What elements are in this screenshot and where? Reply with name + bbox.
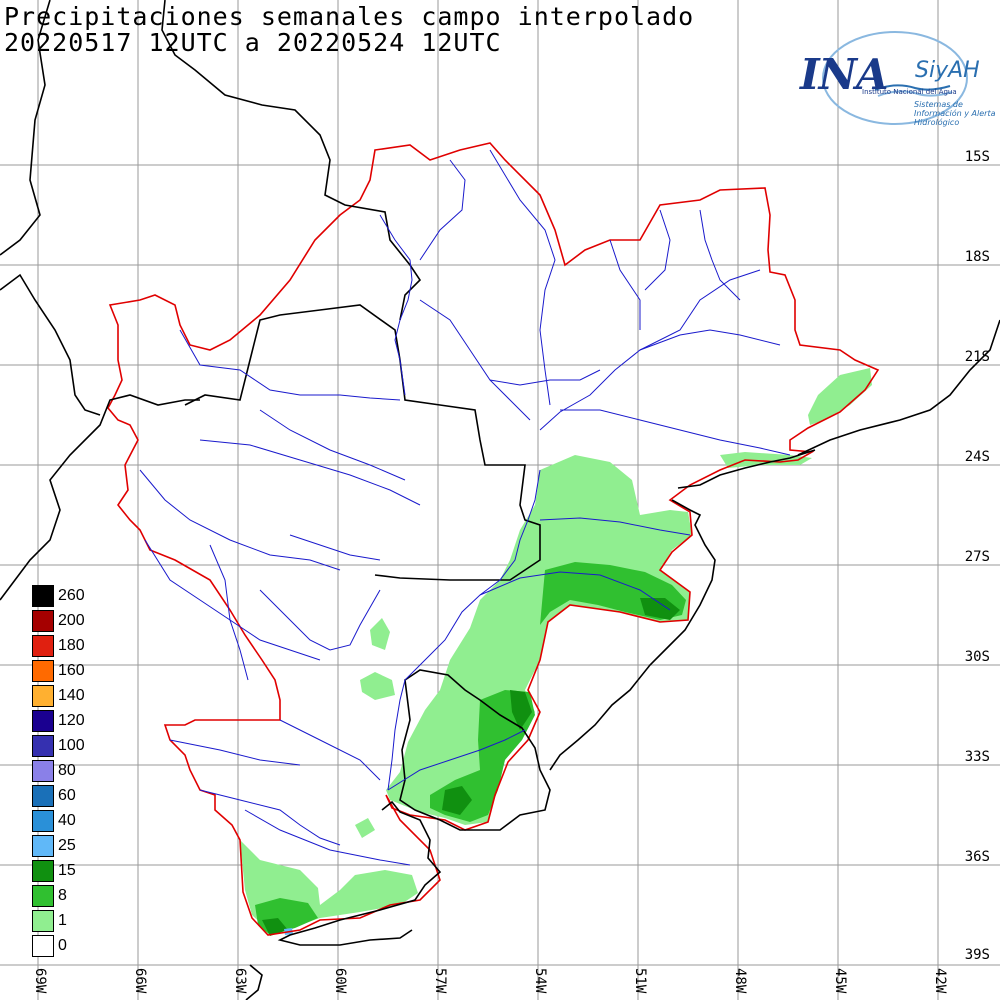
legend-label: 8 [58,887,67,904]
lat-label-21s: 21S [964,349,990,365]
legend-label: 200 [58,612,85,629]
legend-swatch [32,685,54,707]
legend-swatch [32,785,54,807]
lat-label-30s: 30S [964,649,990,665]
legend-swatch [32,610,54,632]
lon-label-45w: 45W [832,968,848,994]
legend-swatch [32,810,54,832]
logo-subtitle-institute: Instituto Nacional del Agua [862,88,957,96]
lon-label-63w: 63W [232,968,248,994]
legend-label: 140 [58,687,85,704]
legend-label: 100 [58,737,85,754]
legend-label: 25 [58,837,76,854]
lon-label-48w: 48W [732,968,748,994]
logo-siyah-text: SiyAH [915,58,980,83]
legend-label: 40 [58,812,76,829]
map-title-line2: 20220517 12UTC a 20220524 12UTC [4,28,502,57]
lon-label-51w: 51W [632,968,648,994]
logo-swoosh-icon [822,31,968,125]
lat-label-24s: 24S [964,449,990,465]
legend-label: 120 [58,712,85,729]
lat-label-27s: 27S [964,549,990,565]
lon-label-54w: 54W [532,968,548,994]
legend-label: 60 [58,787,76,804]
legend-swatch [32,835,54,857]
lat-label-33s: 33S [964,749,990,765]
legend-swatch [32,910,54,932]
legend-label: 160 [58,662,85,679]
lat-label-18s: 18S [964,249,990,265]
lon-label-42w: 42W [932,968,948,994]
legend-swatch [32,760,54,782]
legend-swatch [32,585,54,607]
logo-ina-text: INA [800,50,889,99]
legend-label: 260 [58,587,85,604]
legend-swatch [32,735,54,757]
logo-subtitle-system: Sistemas de Información y Alerta Hidroló… [914,100,996,127]
rivers [139,149,791,866]
legend-label: 1 [58,912,67,929]
lat-label-15s: 15S [964,149,990,165]
lat-label-36s: 36S [964,849,990,865]
lon-label-69w: 69W [32,968,48,994]
legend-swatch [32,635,54,657]
map-title-line1: Precipitaciones semanales campo interpol… [4,2,695,31]
lon-label-57w: 57W [432,968,448,994]
basin-outline [107,142,880,936]
ina-siyah-logo: INA SiyAH Instituto Nacional del Agua Si… [790,30,1000,130]
precip-field-15mm [262,598,680,936]
lat-label-39s: 39S [964,947,990,963]
lon-label-60w: 60W [332,968,348,994]
lon-label-66w: 66W [132,968,148,994]
precip-field-1mm [240,368,872,932]
legend-swatch [32,935,54,957]
legend-label: 80 [58,762,76,779]
legend-swatch [32,660,54,682]
legend-swatch [32,885,54,907]
legend-label: 15 [58,862,76,879]
legend-label: 180 [58,637,85,654]
legend-swatch [32,860,54,882]
legend-label: 0 [58,937,67,954]
legend-swatch [32,710,54,732]
